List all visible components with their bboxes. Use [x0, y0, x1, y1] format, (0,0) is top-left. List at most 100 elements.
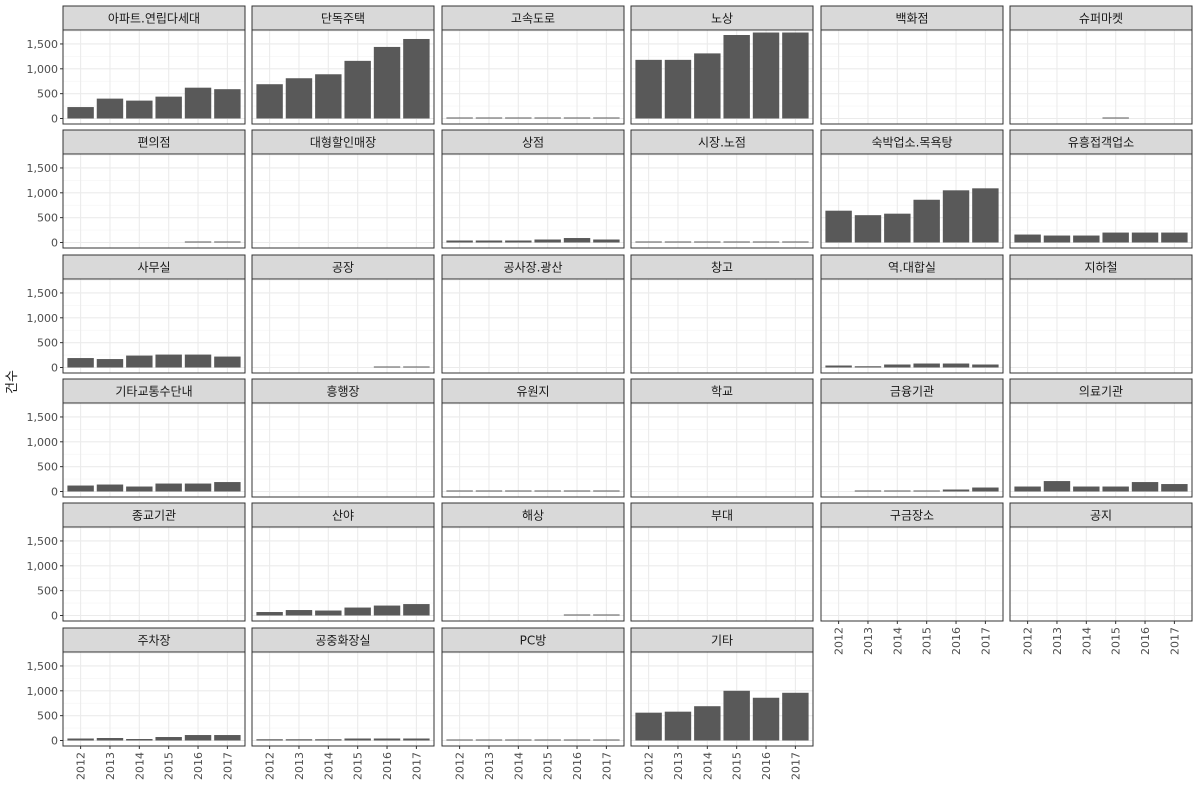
- x-tick-label: 2014: [512, 752, 525, 780]
- x-tick-label: 2016: [950, 627, 963, 655]
- y-tick-label: 1,500: [27, 38, 59, 51]
- facet-panel: 백화점: [820, 5, 1004, 125]
- facet-strip-label: 편의점: [137, 136, 170, 150]
- facet-plot-area: [1010, 527, 1192, 621]
- facet-plot-area: [442, 279, 624, 373]
- facet-panel-border: [1009, 402, 1193, 498]
- bar: [67, 485, 94, 492]
- bar: [913, 363, 940, 368]
- facet-panel: 유흥접객업소: [1009, 129, 1193, 249]
- facet-strip-label: 고속도로: [511, 12, 555, 26]
- facet-plot-area: [63, 154, 245, 248]
- facet-panel-border: [251, 402, 435, 498]
- bar: [1102, 117, 1129, 119]
- y-tick-label: 0: [51, 362, 58, 375]
- bar: [67, 738, 94, 741]
- bar: [475, 240, 503, 243]
- bar: [723, 241, 750, 243]
- bar: [475, 739, 503, 741]
- facet-panel-border: [251, 29, 435, 125]
- facet-panel-border: [630, 29, 814, 125]
- bar: [825, 365, 852, 368]
- bar: [825, 210, 852, 243]
- facet-panel: 부대: [630, 502, 814, 622]
- bar: [126, 355, 153, 368]
- facet-strip-label: 부대: [711, 509, 733, 523]
- facet-strip-label: 산야: [332, 509, 354, 523]
- bar: [854, 215, 882, 243]
- bar: [505, 117, 532, 119]
- facet-strip-label: 해상: [522, 509, 544, 523]
- bar: [373, 738, 401, 741]
- x-tick-label: 2017: [600, 752, 613, 780]
- facet-panel-border: [62, 526, 246, 622]
- bar: [942, 489, 970, 492]
- facet-strip-label: 금융기관: [890, 385, 934, 399]
- x-tick-label: 2017: [789, 752, 802, 780]
- facet-strip: [441, 502, 625, 528]
- x-tick-label: 2014: [701, 752, 714, 780]
- facet-strip-label: 단독주택: [321, 12, 365, 26]
- facet-panel-border: [820, 29, 1004, 125]
- bar: [1043, 235, 1071, 243]
- bar: [942, 363, 970, 368]
- facet-panel: 공장: [251, 254, 435, 374]
- bar: [67, 358, 94, 368]
- x-tick-label: 2013: [104, 752, 117, 780]
- x-tick-label: 2015: [163, 752, 176, 780]
- bar: [563, 117, 591, 119]
- y-tick-label: 1,500: [27, 287, 59, 300]
- facet-strip-label: 사무실: [137, 261, 170, 275]
- facet-strip-label: 공중화장실: [315, 634, 370, 648]
- facet-plot-area: [442, 652, 624, 746]
- bar: [446, 240, 473, 243]
- facet-strip: [441, 254, 625, 280]
- x-tick-label: 2016: [571, 752, 584, 780]
- facet-panel: 기타 2012 2013 2014 2015 2016 2017: [630, 627, 814, 780]
- facet-strip: [62, 5, 246, 31]
- x-tick-label: 2017: [1168, 627, 1181, 655]
- facet-strip-label: 대형할인매장: [310, 136, 376, 150]
- facet-panel: PC방 2012 2013 2014 2015 2016 2017: [441, 627, 625, 780]
- bar: [1102, 486, 1129, 492]
- x-tick-label: 2015: [731, 752, 744, 780]
- facet-strip-label: 유원지: [516, 385, 549, 399]
- facet-strip-label: 기타교통수단내: [115, 385, 192, 399]
- x-tick-label: 2013: [1051, 627, 1064, 655]
- facet-strip: [1009, 502, 1193, 528]
- facet-panel: 슈퍼마켓: [1009, 5, 1193, 125]
- facet-strip-label: 유흥접객업소: [1068, 136, 1134, 150]
- bar: [664, 59, 692, 119]
- facet-panel-border: [630, 402, 814, 498]
- bar: [1073, 486, 1100, 492]
- bar: [635, 59, 662, 119]
- facet-strip: [820, 5, 1004, 31]
- bar: [184, 354, 212, 368]
- facet-plot-area: [1010, 279, 1192, 373]
- bar: [884, 490, 911, 492]
- bar: [96, 359, 124, 368]
- bar: [593, 490, 620, 492]
- bar: [446, 490, 473, 492]
- bar: [694, 53, 721, 119]
- facet-panel: 아파트.연립다세대 0 500 1,000 1,500: [27, 5, 246, 126]
- bar: [854, 366, 882, 368]
- facet-strip: [62, 502, 246, 528]
- y-tick-label: 1,000: [27, 436, 59, 449]
- bar: [1073, 235, 1100, 243]
- x-tick-label: 2015: [352, 752, 365, 780]
- x-tick-label: 2012: [454, 752, 467, 780]
- x-tick-label: 2014: [133, 752, 146, 780]
- facet-panel: 사무실 0 500 1,000 1,500: [27, 254, 246, 375]
- facet-panel-border: [441, 651, 625, 747]
- x-tick-label: 2012: [264, 752, 277, 780]
- facet-panel-border: [441, 29, 625, 125]
- bar: [1131, 482, 1159, 492]
- facet-strip: [820, 502, 1004, 528]
- bar: [96, 484, 124, 492]
- facet-strip: [441, 627, 625, 653]
- bar: [782, 692, 809, 741]
- facet-panel-border: [251, 651, 435, 747]
- facet-strip: [441, 129, 625, 155]
- bar: [1161, 232, 1188, 243]
